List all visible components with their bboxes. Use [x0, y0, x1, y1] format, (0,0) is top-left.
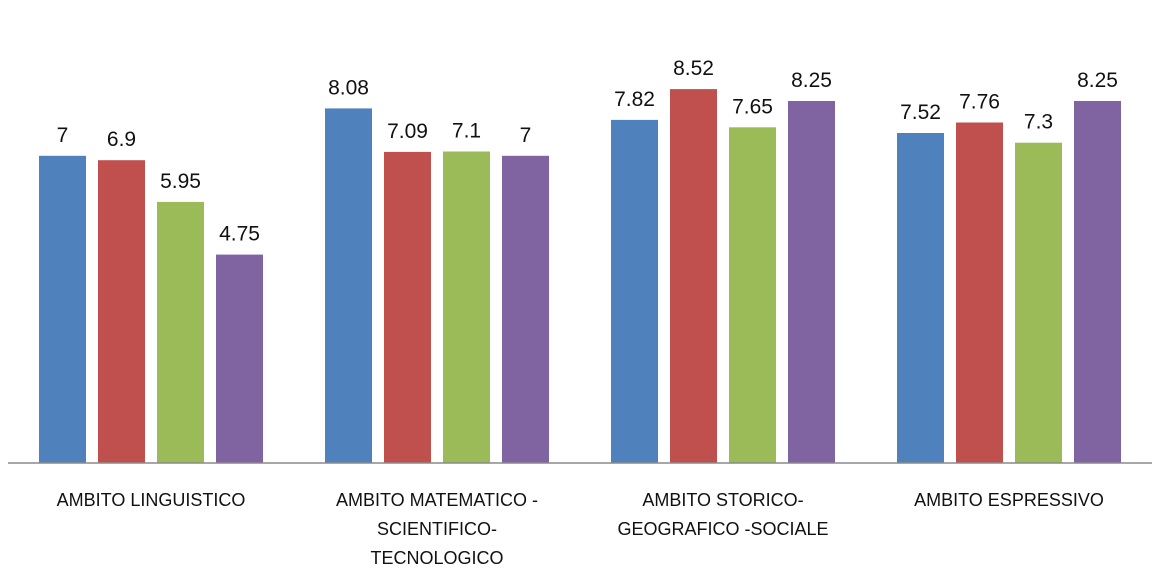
- category-label-line: AMBITO LINGUISTICO: [57, 490, 246, 510]
- bar-cat4-series4: [1074, 101, 1121, 463]
- data-label-cat4-series3: 7.3: [1024, 111, 1053, 134]
- bar-cat1-series4: [216, 254, 263, 463]
- bar-cat2-series2: [384, 151, 431, 463]
- data-label-cat2-series4: 7: [520, 124, 532, 147]
- data-labels-layer: 7 6.9 5.95 4.75 8.08 7.09 7.1 7 7.82 8.52 7.65 8.25…: [57, 57, 1118, 246]
- bar-cat1-series1: [39, 155, 86, 464]
- category-label-3: AMBITO STORICO- GEOGRAFICO -SOCIALE: [617, 490, 828, 539]
- data-label-cat1-series2: 6.9: [107, 128, 136, 151]
- category-labels-layer: AMBITO LINGUISTICO AMBITO MATEMATICO - SCI…: [57, 490, 1104, 568]
- data-label-cat2-series1: 8.08: [328, 76, 369, 99]
- data-label-cat4-series4: 8.25: [1077, 69, 1118, 92]
- bar-cat3-series1: [611, 119, 658, 464]
- data-label-cat4-series2: 7.76: [959, 91, 1000, 114]
- bar-cat2-series4: [502, 155, 549, 464]
- bar-cat4-series2: [956, 122, 1003, 463]
- category-label-1: AMBITO LINGUISTICO: [57, 490, 246, 510]
- category-label-line: AMBITO ESPRESSIVO: [914, 490, 1104, 510]
- category-label-line: AMBITO MATEMATICO -: [336, 490, 538, 510]
- category-label-line: GEOGRAFICO -SOCIALE: [617, 519, 828, 539]
- data-label-cat3-series4: 8.25: [791, 69, 832, 92]
- bar-cat1-series3: [157, 201, 204, 463]
- category-label-line: SCIENTIFICO-: [377, 519, 497, 539]
- data-label-cat3-series2: 8.52: [673, 57, 714, 80]
- category-label-4: AMBITO ESPRESSIVO: [914, 490, 1104, 510]
- bar-cat3-series2: [670, 89, 717, 463]
- bar-cat4-series3: [1015, 142, 1062, 463]
- category-label-2: AMBITO MATEMATICO - SCIENTIFICO- TECNOLOGI…: [336, 490, 538, 568]
- bar-cat1-series2: [98, 160, 145, 463]
- bar-cat3-series3: [729, 127, 776, 464]
- bar-cat3-series4: [788, 101, 835, 463]
- category-label-line: AMBITO STORICO-: [642, 490, 803, 510]
- data-label-cat2-series3: 7.1: [452, 120, 481, 143]
- data-label-cat2-series2: 7.09: [387, 120, 428, 143]
- data-label-cat1-series3: 5.95: [160, 170, 201, 193]
- data-label-cat1-series4: 4.75: [219, 223, 260, 246]
- data-label-cat4-series1: 7.52: [900, 101, 941, 124]
- data-label-cat3-series1: 7.82: [614, 88, 655, 111]
- bar-cat2-series3: [443, 151, 490, 463]
- bar-cat2-series1: [325, 108, 372, 464]
- data-label-cat3-series3: 7.65: [732, 95, 773, 118]
- data-label-cat1-series1: 7: [57, 124, 69, 147]
- bars-layer: [39, 89, 1121, 464]
- bar-cat4-series1: [897, 133, 944, 463]
- category-label-line: TECNOLOGICO: [370, 548, 503, 568]
